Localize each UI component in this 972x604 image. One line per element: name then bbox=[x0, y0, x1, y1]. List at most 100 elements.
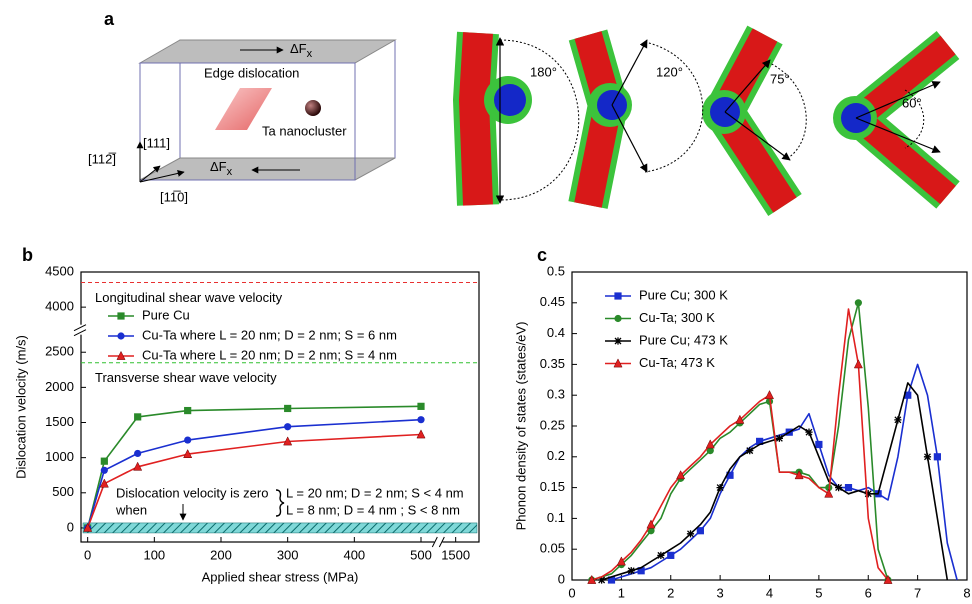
box-top bbox=[138, 39, 397, 64]
axis-break bbox=[73, 324, 87, 337]
plot-frame bbox=[80, 271, 480, 543]
arrow bbox=[724, 111, 791, 161]
y-axis-label: Dislocation velocity (m/s) bbox=[13, 335, 28, 479]
y-tick-label: 0.15 bbox=[540, 479, 565, 494]
y-tick-label: 2000 bbox=[45, 379, 74, 394]
y-tick-label: 1500 bbox=[45, 414, 74, 429]
direction-label: [111] bbox=[143, 135, 170, 150]
series-line bbox=[591, 302, 889, 581]
marker bbox=[416, 429, 426, 439]
cluster-core bbox=[494, 84, 526, 116]
series-line bbox=[86, 433, 422, 529]
y-axis-label: Phonon density of states (states/eV) bbox=[513, 322, 528, 531]
marker bbox=[117, 332, 125, 340]
marker bbox=[894, 416, 902, 424]
y-tick-label: 1000 bbox=[45, 449, 74, 464]
y-tick-label: 0 bbox=[558, 571, 565, 586]
x-tick-label: 1 bbox=[618, 585, 625, 600]
marker bbox=[764, 390, 775, 400]
direction-label: [11̅0] bbox=[160, 189, 188, 204]
axis-break bbox=[434, 536, 443, 548]
x-tick-label: 4 bbox=[766, 585, 773, 600]
legend-label: Pure Cu bbox=[142, 307, 190, 322]
marker bbox=[657, 551, 665, 559]
plot-frame bbox=[571, 271, 968, 581]
force-label: ΔFx bbox=[210, 159, 233, 177]
series-line bbox=[86, 418, 422, 529]
annotation: L = 8 nm; D = 4 nm ; S < 8 nm bbox=[286, 502, 460, 517]
axis-arrow bbox=[139, 165, 161, 183]
zero-band bbox=[82, 522, 478, 534]
axis-break bbox=[75, 324, 87, 335]
marker bbox=[613, 358, 623, 368]
x-tick-label: 6 bbox=[865, 585, 872, 600]
panel-label: b bbox=[22, 245, 33, 265]
marker bbox=[854, 299, 862, 307]
marker bbox=[134, 449, 142, 458]
angle-arc bbox=[767, 61, 807, 159]
marker bbox=[824, 488, 834, 498]
x-axis-label: Applied shear stress (MPa) bbox=[202, 569, 359, 584]
marker bbox=[835, 484, 843, 492]
legend-label: Pure Cu; 300 K bbox=[639, 287, 728, 302]
x-tick-label: 100 bbox=[143, 547, 165, 562]
axis-arrow bbox=[139, 169, 185, 183]
marker bbox=[794, 470, 804, 480]
marker bbox=[815, 440, 823, 449]
marker bbox=[883, 574, 893, 584]
y-tick-label: 4500 bbox=[45, 263, 74, 278]
angle-arc bbox=[499, 39, 580, 201]
y-tick-label: 0.3 bbox=[547, 387, 565, 402]
box-front bbox=[139, 62, 356, 181]
brace bbox=[275, 489, 285, 517]
marker bbox=[756, 437, 764, 445]
marker bbox=[100, 466, 108, 474]
marker bbox=[627, 567, 635, 575]
marker bbox=[614, 292, 622, 300]
annotation: Dislocation velocity is zero bbox=[116, 485, 268, 500]
angle-label: 60° bbox=[902, 95, 922, 110]
nanocluster bbox=[305, 100, 321, 116]
x-tick-label: 200 bbox=[210, 547, 232, 562]
legend-label: Cu-Ta; 300 K bbox=[639, 310, 715, 325]
box-bottom bbox=[139, 157, 396, 181]
marker bbox=[184, 436, 192, 444]
x-tick-label: 300 bbox=[277, 547, 299, 562]
x-tick-label: 7 bbox=[914, 585, 921, 600]
angle-arc bbox=[644, 41, 704, 173]
marker bbox=[614, 337, 622, 345]
marker bbox=[133, 461, 143, 471]
marker bbox=[100, 457, 108, 465]
marker bbox=[706, 447, 714, 455]
panel-a: a ΔFx ΔFx Edge dislocation Ta nanocluste… bbox=[88, 9, 960, 216]
marker bbox=[844, 484, 853, 492]
y-tick-label: 0 bbox=[67, 519, 74, 534]
annotation: when bbox=[115, 502, 147, 517]
y-tick-label: 500 bbox=[52, 484, 74, 499]
panel-label: c bbox=[537, 245, 547, 265]
marker bbox=[696, 527, 704, 535]
marker bbox=[735, 414, 745, 424]
x-tick-label: 0 bbox=[568, 585, 575, 600]
marker bbox=[686, 530, 695, 538]
angle-label: 180° bbox=[530, 64, 557, 79]
dislocation-label: Edge dislocation bbox=[204, 65, 299, 80]
marker bbox=[637, 567, 645, 575]
reference-label: Transverse shear wave velocity bbox=[95, 370, 277, 385]
marker bbox=[417, 416, 425, 424]
x-tick-label: 2 bbox=[667, 585, 674, 600]
angle-label: 120° bbox=[656, 64, 683, 79]
x-tick-label: 0 bbox=[84, 547, 91, 562]
snapshots bbox=[453, 25, 960, 216]
marker bbox=[607, 576, 616, 584]
arrow bbox=[724, 59, 771, 113]
marker bbox=[716, 484, 724, 492]
legend-label: Cu-Ta where L = 20 nm; D = 2 nm; S = 4 n… bbox=[142, 347, 397, 362]
series-line bbox=[591, 308, 889, 581]
marker bbox=[923, 453, 932, 461]
y-tick-label: 0.45 bbox=[540, 294, 565, 309]
marker bbox=[775, 434, 783, 442]
legend-label: Cu-Ta; 473 K bbox=[639, 355, 715, 370]
marker bbox=[99, 478, 109, 488]
